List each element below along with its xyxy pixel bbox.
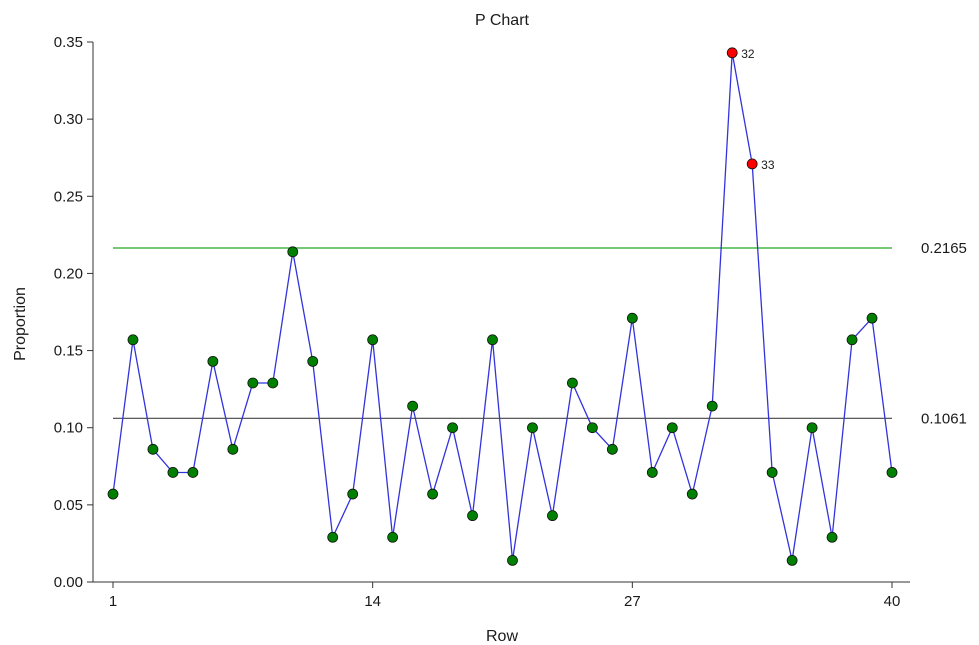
data-point	[107, 488, 119, 500]
axes	[92, 42, 910, 583]
data-point	[527, 422, 538, 434]
y-tick-label: 0.35	[54, 34, 83, 51]
x-ticks: 1 14 27 40	[109, 582, 901, 610]
data-point	[666, 422, 678, 434]
data-point	[846, 334, 858, 346]
out-of-control-point	[726, 47, 738, 59]
data-point	[626, 312, 638, 324]
x-tick-label: 40	[884, 593, 901, 610]
y-ticks: 0.00 0.05 0.10 0.15 0.20 0.25 0.30 0.35	[54, 34, 93, 591]
data-point	[367, 334, 379, 346]
data-point	[806, 422, 818, 434]
data-points	[107, 47, 898, 566]
data-point	[886, 467, 898, 478]
data-point	[487, 334, 498, 346]
chart-title: P Chart	[475, 12, 530, 29]
y-tick-label: 0.10	[54, 420, 83, 437]
data-point	[586, 422, 598, 434]
data-point	[826, 531, 838, 543]
data-point	[427, 488, 438, 500]
y-axis-label: Proportion	[12, 287, 29, 361]
data-point	[307, 355, 319, 367]
x-tick-label: 14	[364, 593, 381, 610]
data-point	[467, 510, 478, 522]
data-point	[267, 377, 279, 389]
data-point	[407, 400, 419, 412]
data-point	[227, 443, 239, 455]
data-point	[147, 443, 159, 455]
data-point	[866, 312, 878, 324]
y-tick-label: 0.20	[54, 265, 83, 282]
data-point	[547, 510, 558, 522]
data-point	[766, 467, 778, 478]
data-point	[287, 246, 299, 258]
data-point	[567, 377, 578, 389]
data-point	[207, 355, 219, 367]
out-of-control-label: 32	[741, 47, 755, 61]
y-tick-label: 0.05	[54, 497, 83, 514]
data-point	[387, 531, 399, 543]
y-tick-label: 0.15	[54, 343, 83, 360]
out-of-control-point	[746, 158, 758, 170]
data-point	[606, 443, 618, 455]
y-tick-label: 0.00	[54, 574, 83, 591]
data-point	[686, 488, 698, 500]
y-tick-label: 0.25	[54, 188, 83, 205]
x-tick-label: 1	[109, 593, 117, 610]
upper-control-limit-label: 0.2165	[921, 240, 967, 257]
data-point	[706, 400, 718, 412]
point-labels: 32 33	[741, 47, 775, 172]
data-point	[507, 555, 518, 566]
data-point	[327, 531, 339, 543]
x-tick-label: 27	[624, 593, 641, 610]
data-point	[127, 334, 139, 346]
data-point	[167, 467, 179, 478]
x-axis-label: Row	[486, 628, 518, 645]
data-point	[447, 422, 458, 434]
out-of-control-label: 33	[761, 158, 775, 172]
y-tick-label: 0.30	[54, 111, 83, 128]
data-point	[646, 467, 658, 478]
data-point	[347, 488, 359, 500]
data-point	[187, 467, 199, 478]
data-point	[786, 555, 798, 566]
data-point	[247, 377, 259, 389]
series-line	[112, 52, 893, 561]
center-line-label: 0.1061	[921, 410, 967, 427]
